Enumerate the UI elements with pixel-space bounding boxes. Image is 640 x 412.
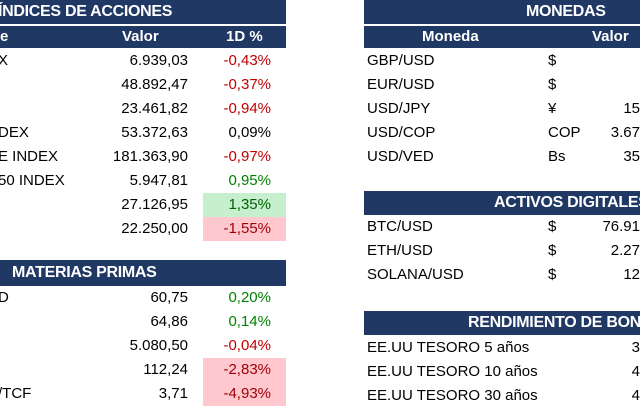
indices-row-value: 23.461,82 [121, 100, 188, 117]
commodities-row-value: 64,86 [150, 313, 188, 330]
commodities-row-value: 3,71 [158, 385, 188, 402]
currencies-header-row: Moneda Valor [364, 26, 640, 48]
indices-row-value: 53.372,63 [121, 124, 188, 141]
indices-row-change: -0,37% [223, 76, 271, 93]
bonds-title: RENDIMIENTO DE BONO [468, 314, 640, 331]
indices-title: ÍNDICES DE ACCIONES [0, 3, 173, 20]
commodities-title: MATERIAS PRIMAS [12, 264, 157, 281]
indices-row-change: -1,55% [203, 217, 286, 241]
indices-row-change: -0,97% [223, 148, 271, 165]
digital-row-symbol: $ [548, 266, 557, 283]
indices-row-change: 0,09% [228, 124, 271, 141]
currencies-row-value: 35 [623, 148, 640, 165]
commodities-row-value: 5.080,50 [129, 337, 188, 354]
currencies-row-pair: USD/JPY [367, 100, 431, 117]
commodities-row-change: -0,04% [223, 337, 271, 354]
currencies-row-pair: GBP/USD [367, 52, 435, 69]
digital-row-symbol: $ [548, 218, 557, 235]
currencies-row-symbol: COP [548, 124, 581, 141]
digital-row-value: 76.91 [602, 218, 640, 235]
currencies-row-pair: USD/VED [367, 148, 434, 165]
indices-col-name: e [0, 28, 9, 45]
currencies-row-symbol: $ [548, 52, 557, 69]
bonds-title-bar: RENDIMIENTO DE BONO [364, 311, 640, 335]
commodities-row-change: 0,14% [228, 313, 271, 330]
digital-row-value: 2.27 [610, 242, 640, 259]
currencies-col-value: Valor [592, 28, 629, 45]
indices-row-value: 48.892,47 [121, 76, 188, 93]
indices-row-change: -0,43% [223, 52, 271, 69]
bonds-row-name: EE.UU TESORO 5 años [367, 339, 530, 356]
indices-row-change: 0,95% [228, 172, 271, 189]
indices-row-change: -0,94% [223, 100, 271, 117]
bonds-row-name: EE.UU TESORO 30 años [367, 387, 538, 404]
currencies-row-pair: EUR/USD [367, 76, 435, 93]
indices-row-value: 6.939,03 [129, 52, 188, 69]
currencies-row-value [588, 49, 640, 73]
commodities-title-bar: MATERIAS PRIMAS [0, 260, 286, 286]
digital-title-bar: ACTIVOS DIGITALES [364, 191, 640, 215]
indices-row-change: 1,35% [203, 193, 286, 217]
indices-row-name: DEX [0, 124, 29, 141]
digital-row-symbol: $ [548, 242, 557, 259]
bonds-row-value: 4 [631, 363, 640, 380]
bonds-row-name: EE.UU TESORO 10 años [367, 363, 538, 380]
indices-title-bar: ÍNDICES DE ACCIONES [0, 0, 286, 24]
indices-row-value: 181.363,90 [112, 148, 188, 165]
commodities-row-change: -2,83% [203, 358, 286, 382]
currencies-row-symbol: ¥ [548, 100, 557, 117]
digital-row-pair: SOLANA/USD [367, 266, 464, 283]
indices-row-value: 27.126,95 [121, 196, 188, 213]
indices-col-change: 1D % [226, 28, 263, 45]
currencies-row-value: 3.67 [610, 124, 640, 141]
indices-row-value: 5.947,81 [129, 172, 188, 189]
commodities-row-name: /TCF [0, 385, 32, 402]
digital-title: ACTIVOS DIGITALES [494, 194, 640, 211]
currencies-row-symbol: Bs [548, 148, 566, 165]
currencies-title-bar: MONEDAS [364, 0, 640, 24]
currencies-title: MONEDAS [526, 3, 606, 20]
indices-row-value: 22.250,00 [121, 220, 188, 237]
indices-row-name: X [0, 52, 9, 69]
indices-row-name: 50 INDEX [0, 172, 65, 189]
commodities-row-change: 0,20% [228, 289, 271, 306]
commodities-row-value: 112,24 [143, 361, 188, 378]
commodities-row-value: 60,75 [150, 289, 188, 306]
currencies-col-pair: Moneda [422, 28, 479, 45]
currencies-row-value: 15 [623, 100, 640, 117]
indices-row-name: E INDEX [0, 148, 59, 165]
digital-row-value: 12 [623, 266, 640, 283]
currencies-row-symbol: $ [548, 76, 557, 93]
bonds-row-value: 3 [631, 339, 640, 356]
digital-row-pair: ETH/USD [367, 242, 433, 259]
currencies-row-pair: USD/COP [367, 124, 436, 141]
currencies-row-value [588, 73, 640, 97]
indices-col-value: Valor [122, 28, 159, 45]
bonds-row-value: 4 [631, 387, 640, 404]
commodities-row-change: -4,93% [203, 382, 286, 406]
digital-row-pair: BTC/USD [367, 218, 433, 235]
indices-header-row: e Valor 1D % [0, 26, 286, 48]
commodities-row-name: D [0, 289, 9, 306]
